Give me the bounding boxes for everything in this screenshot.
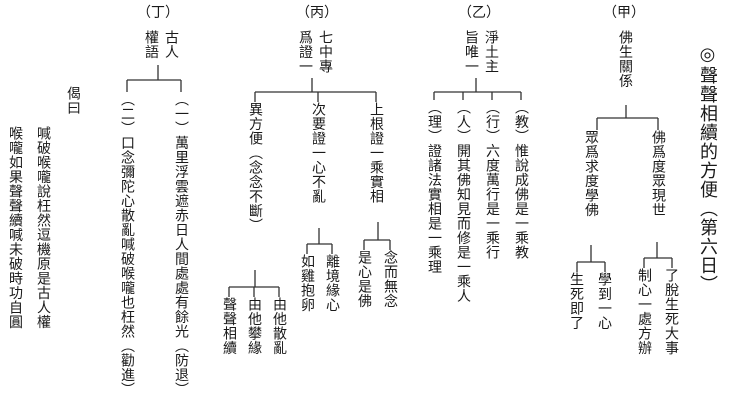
bing-branch-upper: 上根證一乘實相 [368,102,384,204]
yi-branch-principle: （理）證諸法實相是一乘理 [426,100,442,274]
ding-root-b: 權語 [143,30,159,59]
jia-left-branch: 眾爲求度學佛 [583,130,599,217]
bing-expedient-leaf-b: 由他攀緣 [246,297,262,355]
jia-root: 佛生關係 [617,30,633,88]
verse-header: 偈曰 [65,86,81,115]
verse-line-1: 喊破喉嚨說枉然逗機原是古人權 [35,126,51,329]
jia-left-leaf-b: 生死即了 [568,272,584,330]
jia-left-leaf-a: 學到一心 [596,272,612,330]
yi-branch-person: （人）開其佛知見而修是一乘人 [455,100,471,303]
yi-branch-practice: （行）六度萬行是一乘行 [484,100,500,260]
jia-right-leaf-a: 了脫生死大事 [663,268,679,355]
ding-item-one: （一）萬里浮雲遮赤日人間處處有餘光（防退） [173,92,189,397]
bing-expedient-leaf-a: 由他散亂 [271,297,287,355]
bing-upper-leaf-a: 念而無念 [382,250,398,308]
yi-branch-teaching: （教）惟說成佛是一乘教 [513,100,529,260]
bing-branch-middle: 次要證一心不亂 [310,102,326,204]
bing-middle-leaf-b: 如雞抱卵 [299,254,315,312]
bing-branch-expedient: 異方便（念念不斷） [247,102,263,233]
bing-upper-leaf-b: 是心是佛 [356,250,372,308]
ding-item-two: （二）口念彌陀心散亂喊破喉嚨也枉然（勸進） [119,92,135,397]
bing-middle-leaf-a: 離境緣心 [324,254,340,312]
bing-root-a: 七中專 [317,30,333,74]
yi-root-b: 旨唯一 [463,30,479,74]
section-label-bing: （丙） [296,5,338,21]
section-label-jia: （甲） [603,5,645,21]
yi-root-a: 淨土主 [483,30,499,74]
section-label-yi: （乙） [458,5,500,21]
ding-root-a: 古人 [163,30,179,59]
bing-root-b: 爲證一 [297,30,313,74]
section-label-ding: （丁） [137,5,179,21]
verse-line-2: 喉嚨如果聲聲續喊未破時功自圓 [7,126,23,329]
page-title: ◎聲聲相續的方便（第六日） [697,44,718,294]
jia-right-branch: 佛爲度眾現世 [650,130,666,217]
jia-right-leaf-b: 制心一處方辦 [636,268,652,355]
bing-expedient-leaf-c: 聲聲相續 [221,297,237,355]
